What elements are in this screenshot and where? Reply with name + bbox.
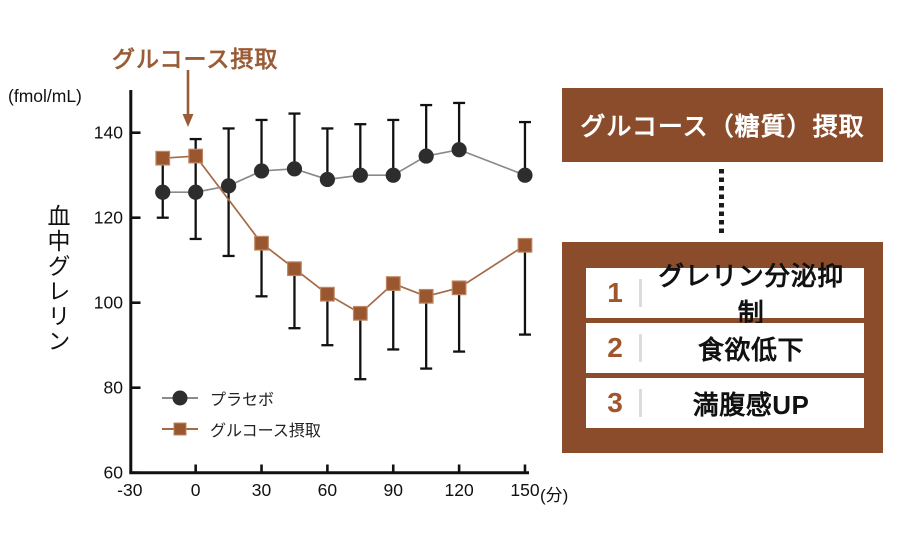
data-point-square [254, 235, 269, 251]
data-point-circle [319, 171, 335, 188]
data-point-circle [253, 163, 270, 179]
y-axis-unit: (fmol/mL) [8, 86, 82, 106]
data-point-circle [155, 184, 171, 200]
data-point-square [517, 237, 533, 253]
effect-number: 3 [607, 387, 623, 418]
effect-label: 満腹感UP [692, 389, 810, 420]
data-point-circle [220, 178, 237, 194]
glucose-intake-arrow-icon [182, 70, 194, 127]
legend-item-glucose: グルコース摂取 [162, 417, 321, 441]
divider [639, 389, 642, 417]
effect-row-2: 2 食欲低下 [586, 323, 864, 373]
effect-number: 2 [607, 332, 623, 363]
data-point-square [188, 148, 204, 164]
data-point-square [319, 286, 335, 302]
series-line [162, 155, 526, 315]
divider [639, 279, 642, 307]
dashed-connector [719, 169, 724, 233]
data-point-square [418, 288, 434, 304]
data-point-square [287, 261, 302, 277]
y-tick-label: 120 [94, 208, 123, 228]
data-point-circle [286, 161, 303, 177]
x-tick-label: 0 [191, 480, 201, 500]
glucose-marker-icon [173, 422, 187, 436]
data-point-square [451, 280, 467, 296]
series-line [162, 148, 526, 194]
x-tick-label: 60 [318, 480, 338, 500]
data-point-circle [188, 184, 204, 200]
effect-row-1: 1 グレリン分泌抑制 [586, 261, 864, 328]
legend-label: プラセボ [210, 392, 275, 409]
x-tick-label: 150 [510, 480, 539, 500]
x-tick-label: 120 [445, 480, 474, 500]
divider [639, 334, 642, 362]
data-point-circle [418, 148, 434, 164]
y-axis-title: 血中グレリン [44, 204, 70, 354]
effect-row-3: 3 満腹感UP [586, 378, 864, 428]
effect-number: 1 [607, 277, 623, 308]
x-tick-label: 90 [384, 480, 404, 500]
data-point-square [385, 276, 401, 291]
data-point-circle [517, 167, 533, 183]
y-tick-label: 80 [104, 378, 124, 398]
x-axis-unit: (分) [540, 486, 569, 505]
legend-item-placebo: プラセボ [162, 386, 321, 410]
x-tick-label: -30 [117, 480, 143, 500]
legend: プラセボ グルコース摂取 [162, 386, 321, 441]
effect-label: グレリン分泌抑制 [658, 261, 844, 328]
data-point-square [155, 150, 171, 166]
x-tick-label: 30 [252, 480, 272, 500]
legend-label: グルコース摂取 [210, 423, 321, 440]
y-tick-label: 100 [94, 293, 123, 313]
y-tick-label: 140 [94, 123, 123, 143]
data-point-square [352, 305, 368, 321]
placebo-marker-icon [172, 390, 188, 406]
glucose-intake-header: グルコース（糖質）摂取 [562, 88, 883, 162]
y-tick-label: 60 [104, 463, 124, 483]
placebo-line-swatch [162, 390, 198, 406]
effects-panel: 1 グレリン分泌抑制 2 食欲低下 3 満腹感UP [562, 242, 883, 453]
data-point-circle [451, 142, 467, 158]
effect-label: 食欲低下 [697, 334, 804, 365]
glucose-intake-annotation: グルコース摂取 [112, 46, 279, 72]
data-point-circle [352, 167, 368, 183]
glucose-line-swatch [162, 422, 198, 436]
data-point-circle [385, 167, 401, 183]
